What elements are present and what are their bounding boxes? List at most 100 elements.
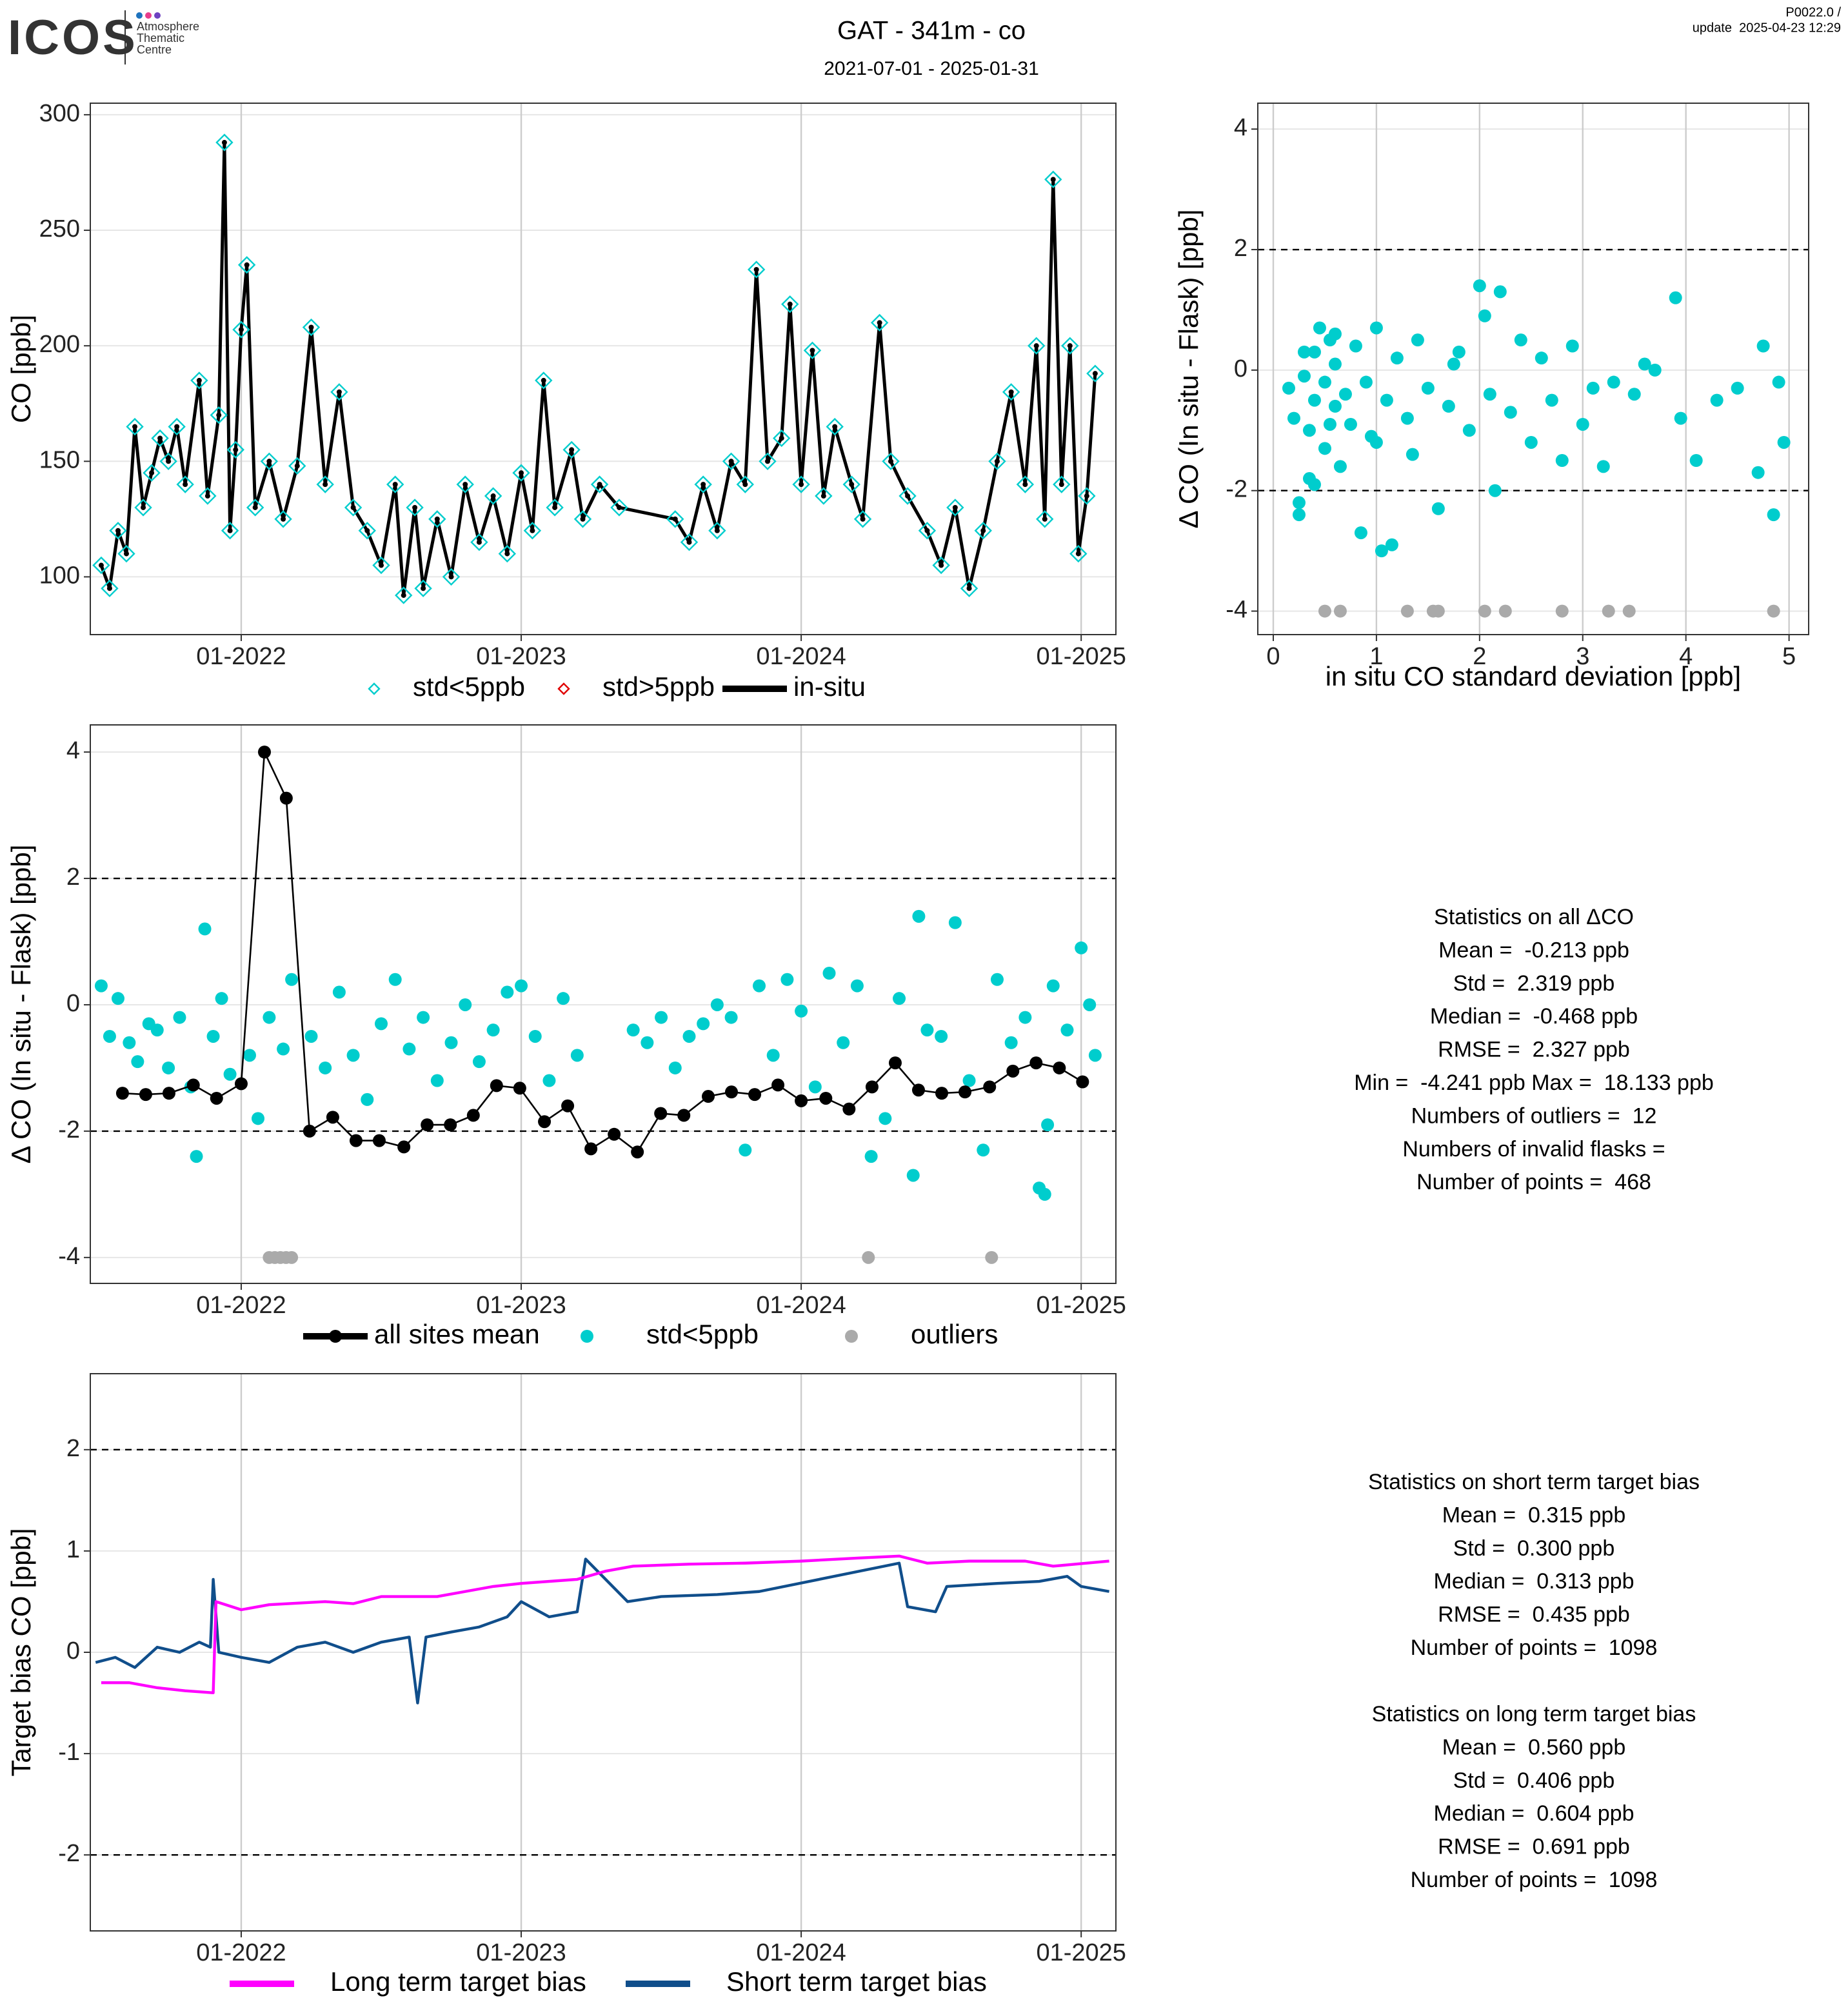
data-point xyxy=(1328,357,1342,371)
data-point xyxy=(747,261,766,279)
data-point xyxy=(323,482,328,488)
data-point xyxy=(472,1055,486,1069)
data-point xyxy=(697,1017,710,1031)
data-point xyxy=(1088,1049,1102,1062)
stats-title: Statistics on long term target bias xyxy=(1372,1702,1696,1726)
data-point xyxy=(308,324,314,330)
x-tick-label: 01-2025 xyxy=(1036,643,1126,670)
data-point xyxy=(1400,411,1414,425)
x-tick-label: 01-2024 xyxy=(756,643,846,670)
y-tick-label: -4 xyxy=(1226,597,1247,624)
data-point xyxy=(905,493,911,499)
logo-dot xyxy=(136,12,143,19)
data-point xyxy=(879,1112,892,1125)
data-point xyxy=(686,539,692,545)
data-point xyxy=(304,1029,318,1043)
legend-symbol xyxy=(752,686,757,691)
data-point xyxy=(708,522,726,540)
legend-label: outliers xyxy=(911,1319,998,1349)
data-point xyxy=(1297,370,1311,383)
data-point xyxy=(109,522,127,540)
plot-border xyxy=(90,1373,1117,1932)
data-point xyxy=(906,1169,920,1182)
data-point xyxy=(257,746,271,759)
data-point xyxy=(912,909,926,923)
data-point xyxy=(765,459,771,464)
data-point xyxy=(1075,941,1088,954)
data-point xyxy=(1638,357,1651,371)
data-point xyxy=(174,424,180,430)
y-tick-label: -2 xyxy=(58,1116,80,1143)
data-point xyxy=(1380,393,1393,407)
data-point xyxy=(561,1099,575,1112)
data-point xyxy=(1302,424,1316,437)
y-tick-label: 100 xyxy=(39,562,80,589)
data-point xyxy=(932,556,950,575)
stats-line: Std = 0.300 ppb xyxy=(1453,1536,1615,1561)
x-tick-label: 01-2023 xyxy=(476,1292,566,1319)
data-point xyxy=(1053,475,1071,493)
y-tick-label: 2 xyxy=(66,864,80,891)
y-tick-label: -2 xyxy=(1226,476,1247,503)
data-point xyxy=(243,1049,256,1062)
data-point xyxy=(920,1023,934,1037)
data-point xyxy=(1333,604,1347,618)
data-point xyxy=(115,528,121,533)
data-point xyxy=(935,1029,948,1043)
data-point xyxy=(1627,388,1641,401)
data-point xyxy=(1535,351,1548,365)
data-point xyxy=(1514,333,1527,347)
version: P0022.0 / xyxy=(1785,5,1841,19)
data-point xyxy=(344,499,363,517)
data-point xyxy=(1076,1075,1089,1089)
legend-symbol xyxy=(557,682,570,695)
data-point xyxy=(959,1085,972,1099)
data-point xyxy=(1004,1036,1018,1049)
data-point xyxy=(1287,411,1300,425)
data-point xyxy=(346,1049,360,1062)
data-point xyxy=(1452,345,1465,359)
data-point xyxy=(1504,406,1517,419)
data-point xyxy=(677,1109,691,1122)
series-line xyxy=(95,1557,1109,1705)
data-point xyxy=(238,327,244,333)
data-point xyxy=(1006,1064,1020,1078)
data-point xyxy=(221,139,227,145)
data-point xyxy=(822,966,836,980)
data-point xyxy=(1442,399,1455,413)
data-point xyxy=(1038,1187,1051,1201)
data-point xyxy=(226,440,244,459)
data-point xyxy=(490,493,496,499)
data-point xyxy=(115,1087,129,1100)
data-point xyxy=(946,499,964,517)
data-point xyxy=(1323,417,1336,431)
data-point xyxy=(274,510,292,528)
data-point xyxy=(395,586,413,604)
data-point xyxy=(1349,339,1362,353)
data-point xyxy=(952,504,958,510)
data-point xyxy=(832,424,838,430)
data-point xyxy=(1318,604,1331,618)
data-point xyxy=(126,417,144,436)
data-point xyxy=(149,470,155,476)
data-point xyxy=(237,256,256,274)
data-point xyxy=(948,916,962,929)
data-point xyxy=(795,1094,808,1107)
data-point xyxy=(442,568,461,586)
data-point xyxy=(792,475,810,493)
data-point xyxy=(736,475,754,493)
data-point xyxy=(722,452,740,471)
data-point xyxy=(139,1088,152,1102)
data-point xyxy=(666,510,684,528)
x-tick-label: 4 xyxy=(1679,643,1693,670)
data-point xyxy=(444,1118,457,1132)
data-point xyxy=(1292,496,1306,509)
data-point xyxy=(103,1029,116,1043)
y-tick-label: 250 xyxy=(39,215,80,242)
data-point xyxy=(597,482,602,488)
logo-subtitle: Centre xyxy=(137,43,172,56)
y-tick-label: 200 xyxy=(39,331,80,358)
data-point xyxy=(123,1036,136,1049)
data-point xyxy=(877,320,882,326)
stats-line: RMSE = 2.327 ppb xyxy=(1438,1038,1630,1062)
